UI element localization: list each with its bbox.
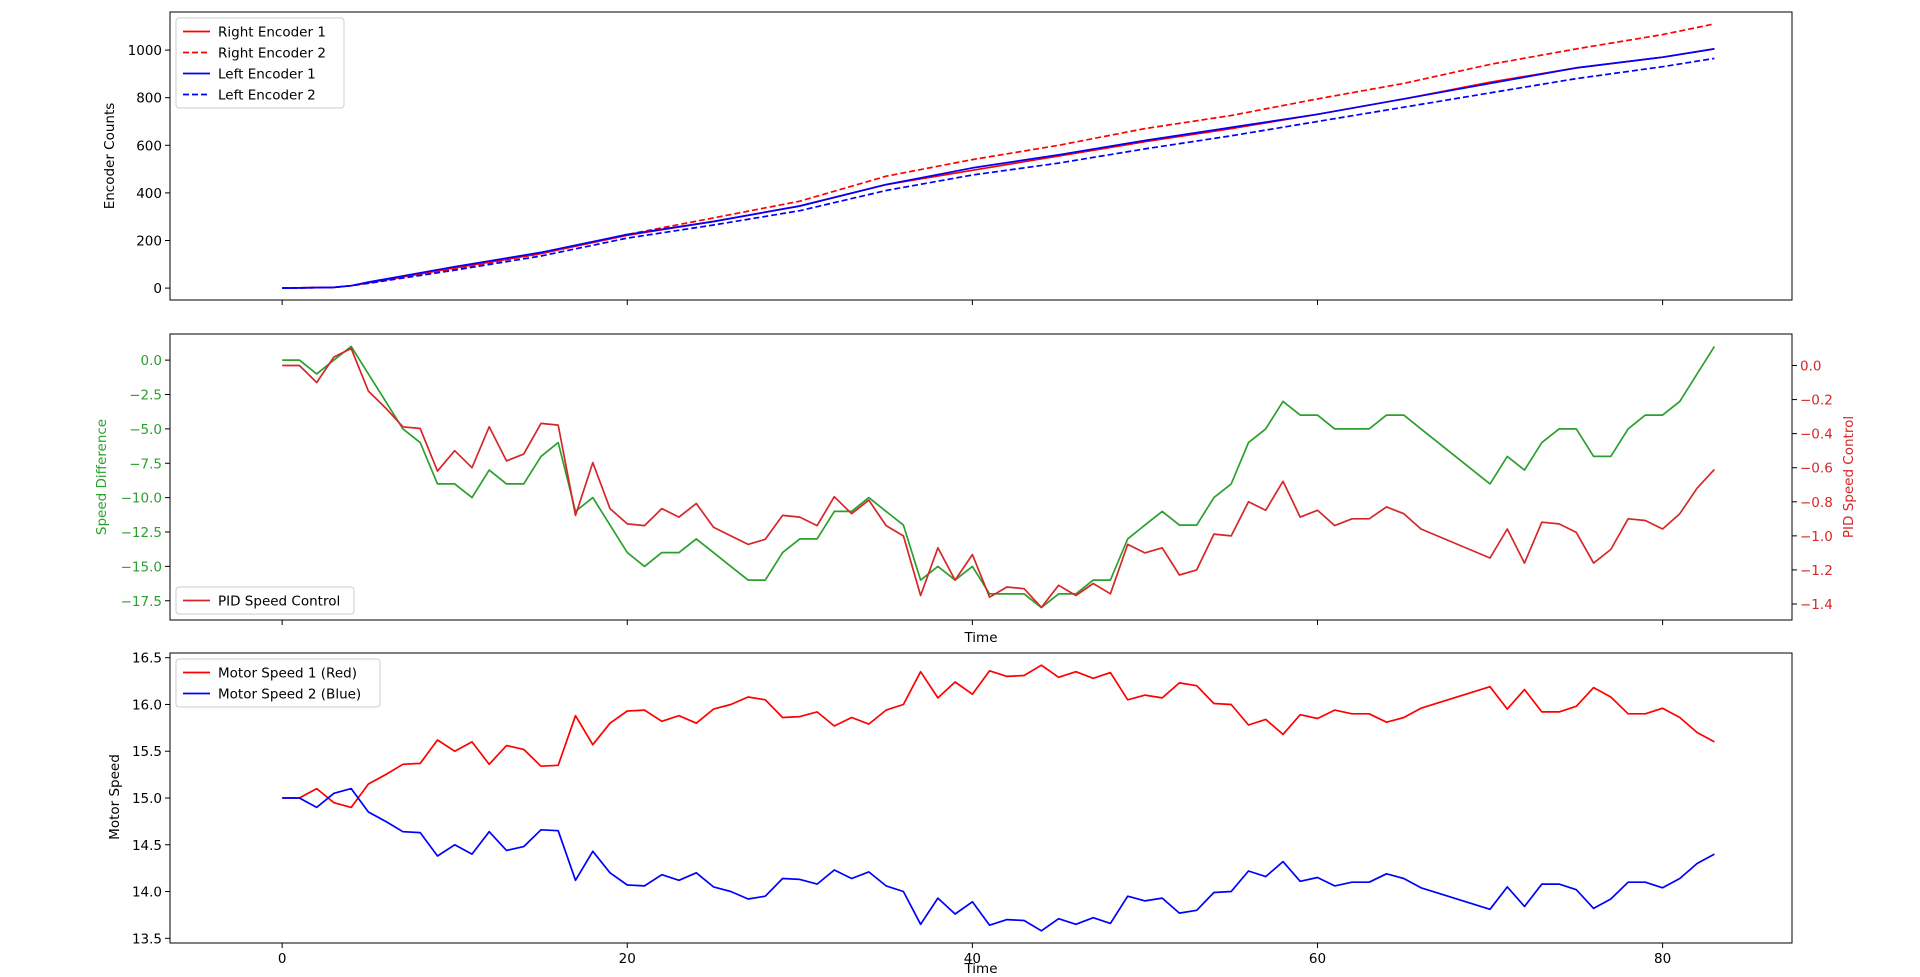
- axes-frame: [169, 333, 1793, 621]
- x-tick-label: 60: [1309, 951, 1326, 967]
- y-tick-label: −5.0: [129, 422, 162, 438]
- speed-difference-xlabel: Time: [963, 630, 997, 646]
- x-tick-label: 40: [964, 951, 981, 967]
- legend: PID Speed Control: [175, 586, 355, 615]
- speed-difference-ylabel: Speed Difference: [94, 419, 110, 535]
- legend-label: Left Encoder 1: [218, 67, 316, 83]
- x-tick-label: 20: [619, 951, 636, 967]
- encoder-counts-panel: Encoder Counts 0 200 400 600 800 1000 Right En…: [102, 11, 1793, 305]
- y-tick-label: −7.5: [129, 456, 162, 472]
- legend-label: Right Encoder 1: [218, 25, 326, 41]
- motor-speed-panel: Motor Speed Time 0 20 40 60 80 13.5 14.0 14.5 15…: [107, 651, 1793, 977]
- y-tick-label-right: −1.0: [1800, 529, 1833, 545]
- y-tick-label: 15.0: [132, 791, 162, 807]
- encoder-ylabel: Encoder Counts: [102, 103, 118, 210]
- y-tick-label-right: −1.2: [1800, 563, 1833, 579]
- legend: Right Encoder 1 Right Encoder 2 Left Encod…: [175, 17, 345, 109]
- legend-box: [175, 658, 381, 708]
- y-tick-label: 200: [136, 233, 162, 249]
- y-tick-label-right: −0.2: [1800, 393, 1833, 409]
- series-group: [282, 23, 1715, 289]
- series-group: [282, 664, 1715, 932]
- y-tick-label-right: 0.0: [1800, 359, 1821, 375]
- y-tick-label: 1000: [128, 43, 162, 59]
- series-line-0-3: [282, 57, 1715, 289]
- y-tick-label: 16.5: [132, 651, 162, 667]
- y-tick-label: −12.5: [121, 525, 162, 541]
- y-tick-label: 15.5: [132, 744, 162, 760]
- legend-label: Motor Speed 2 (Blue): [218, 687, 361, 703]
- series-line-2-1: [282, 787, 1715, 932]
- legend-label: Right Encoder 2: [218, 46, 326, 62]
- y-tick-label: −15.0: [121, 559, 162, 575]
- y-tick-label: −10.0: [121, 491, 162, 507]
- series-line-1-0: [282, 345, 1716, 609]
- pid-speed-control-ylabel: PID Speed Control: [1841, 416, 1857, 538]
- y-tick-label-right: −1.4: [1800, 597, 1833, 613]
- y-tick-label: 13.5: [132, 931, 162, 947]
- legend-label: Left Encoder 2: [218, 88, 316, 104]
- speed-difference-panel: Speed Difference PID Speed Control Time …: [94, 333, 1857, 646]
- x-tick-label: 80: [1654, 951, 1671, 967]
- series-line-0-2: [282, 48, 1715, 289]
- y-tick-label: −17.5: [121, 594, 162, 610]
- y-tick-label: 14.0: [132, 885, 162, 901]
- series-line-1-1: [282, 347, 1716, 609]
- series-line-2-0: [282, 664, 1715, 809]
- y-tick-label: 600: [136, 138, 162, 154]
- legend-label: Motor Speed 1 (Red): [218, 666, 357, 682]
- legend-label: PID Speed Control: [218, 594, 340, 610]
- y-tick-label-right: −0.4: [1800, 427, 1833, 443]
- x-tick-label: 0: [278, 951, 287, 967]
- axes-frame: [169, 11, 1793, 301]
- y-tick-label: 400: [136, 186, 162, 202]
- y-tick-label: 16.0: [132, 697, 162, 713]
- motor-speed-ylabel: Motor Speed: [107, 754, 123, 840]
- y-tick-label: 800: [136, 91, 162, 107]
- motor-speed-xlabel: Time: [963, 961, 997, 977]
- legend: Motor Speed 1 (Red) Motor Speed 2 (Blue): [175, 658, 381, 708]
- y-tick-label-right: −0.8: [1800, 495, 1833, 511]
- legend-box: [175, 17, 345, 109]
- y-tick-label: 0.0: [141, 353, 162, 369]
- series-group: [282, 345, 1716, 609]
- y-tick-label: 0: [153, 281, 162, 297]
- y-tick-label: −2.5: [129, 388, 162, 404]
- legend-box: [175, 586, 355, 615]
- y-tick-label: 14.5: [132, 838, 162, 854]
- y-tick-label-right: −0.6: [1800, 461, 1833, 477]
